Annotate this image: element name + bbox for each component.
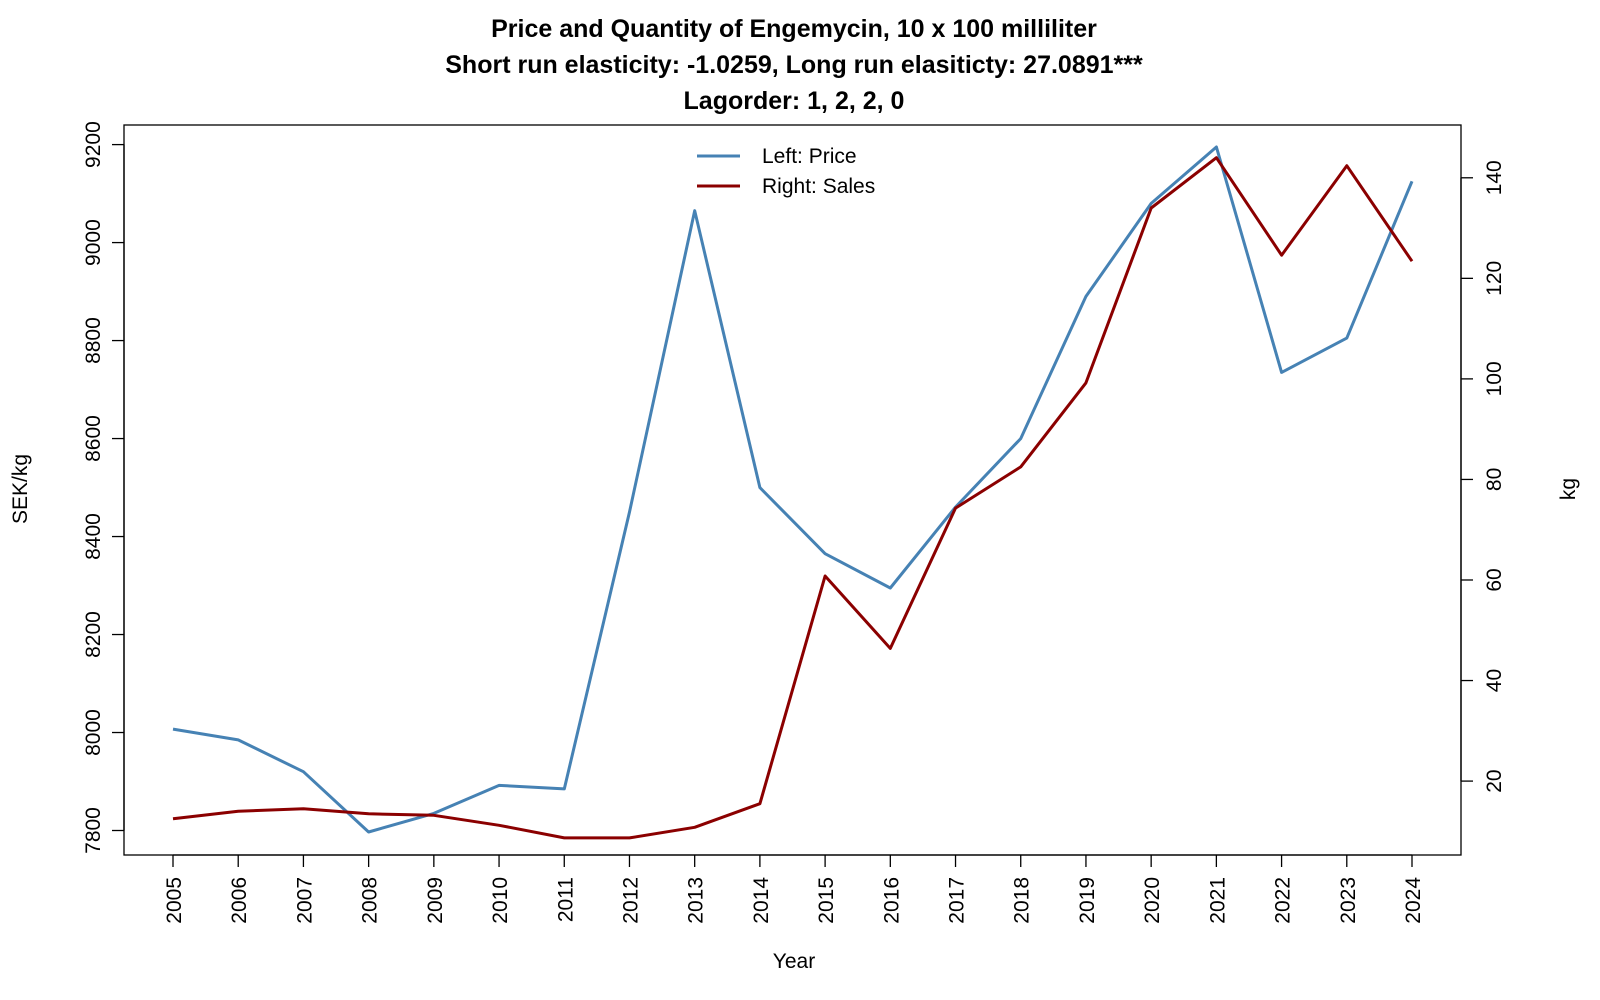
x-tick-label: 2016 bbox=[880, 877, 903, 924]
series-line-sales bbox=[172, 156, 1414, 840]
x-tick-label: 2015 bbox=[815, 877, 838, 924]
y-axis-left: 7800 8000 8200 8400 8600 8800 9000 9200 bbox=[82, 121, 125, 854]
y-left-tick-label: 7800 bbox=[82, 807, 105, 854]
x-tick-label: 2024 bbox=[1402, 877, 1425, 924]
y-right-tick-label: 60 bbox=[1483, 568, 1506, 591]
y-left-tick-label: 8200 bbox=[82, 611, 105, 658]
x-tick-label: 2020 bbox=[1141, 877, 1164, 924]
x-tick-label: 2011 bbox=[554, 877, 577, 922]
legend-label: Left: Price bbox=[762, 145, 857, 168]
chart-subtitle: Short run elasticity: -1.0259, Long run … bbox=[445, 51, 1143, 79]
x-tick-label: 2009 bbox=[424, 877, 447, 924]
y-left-tick-label: 8000 bbox=[82, 709, 105, 756]
x-tick-label: 2023 bbox=[1337, 877, 1360, 924]
y-axis-right-title: kg bbox=[1557, 478, 1580, 500]
x-tick-label: 2010 bbox=[489, 877, 512, 924]
x-tick-label: 2017 bbox=[946, 877, 969, 924]
y-axis-left-title: SEK/kg bbox=[9, 454, 32, 524]
series-line-price bbox=[172, 145, 1414, 834]
chart-titles: Price and Quantity of Engemycin, 10 x 10… bbox=[445, 15, 1143, 115]
legend: Left: Price Right: Sales bbox=[697, 145, 875, 198]
x-tick-label: 2005 bbox=[163, 877, 186, 924]
y-axis-right: 20 40 60 80 100 120 140 bbox=[1460, 160, 1506, 793]
y-right-tick-label: 140 bbox=[1483, 160, 1506, 195]
x-tick-label: 2013 bbox=[685, 877, 708, 924]
x-tick-label: 2021 bbox=[1206, 877, 1229, 924]
x-tick-label: 2012 bbox=[619, 877, 642, 924]
y-left-tick-label: 8400 bbox=[82, 513, 105, 560]
x-tick-label: 2018 bbox=[1011, 877, 1034, 924]
x-tick-label: 2007 bbox=[293, 877, 316, 924]
x-tick-label: 2014 bbox=[750, 877, 773, 924]
x-axis-title: Year bbox=[773, 950, 815, 973]
y-left-tick-label: 9200 bbox=[82, 121, 105, 168]
x-tick-label: 2008 bbox=[359, 877, 382, 924]
series-layer bbox=[172, 145, 1414, 840]
x-tick-label: 2006 bbox=[228, 877, 251, 924]
chart-subtitle-2: Lagorder: 1, 2, 2, 0 bbox=[684, 87, 905, 115]
y-right-tick-label: 100 bbox=[1483, 361, 1506, 396]
y-right-tick-label: 80 bbox=[1483, 468, 1506, 491]
legend-label: Right: Sales bbox=[762, 175, 875, 198]
y-right-tick-label: 40 bbox=[1483, 669, 1506, 692]
y-right-tick-label: 120 bbox=[1483, 261, 1506, 296]
plot-frame bbox=[123, 124, 1462, 856]
y-right-tick-label: 20 bbox=[1483, 769, 1506, 792]
y-left-tick-label: 8800 bbox=[82, 317, 105, 364]
x-axis: 2005 2006 2007 2008 2009 2010 2011 2012 2013 2014… bbox=[163, 854, 1425, 924]
y-left-tick-label: 9000 bbox=[82, 219, 105, 266]
chart-title: Price and Quantity of Engemycin, 10 x 10… bbox=[491, 15, 1097, 43]
x-tick-label: 2019 bbox=[1076, 877, 1099, 924]
y-left-tick-label: 8600 bbox=[82, 415, 105, 462]
x-tick-label: 2022 bbox=[1272, 877, 1295, 924]
